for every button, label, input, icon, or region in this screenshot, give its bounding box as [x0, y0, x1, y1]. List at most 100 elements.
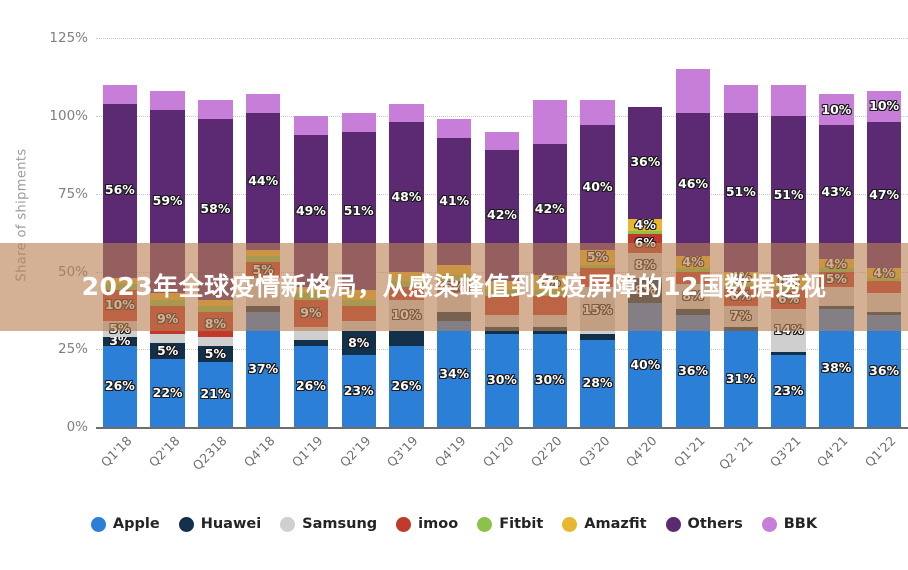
- bar-segment[interactable]: 43%: [819, 125, 854, 260]
- bar-segment[interactable]: [245, 94, 281, 113]
- legend-color-swatch: [178, 516, 194, 532]
- legend-item[interactable]: BBK: [761, 516, 817, 532]
- x-tick-label: Q4'18: [240, 433, 278, 470]
- bar-segment[interactable]: [771, 352, 806, 356]
- bar-segment[interactable]: 36%: [628, 106, 663, 219]
- bar-segment[interactable]: 46%: [675, 112, 711, 256]
- x-tick-label: Q3'19: [384, 433, 422, 470]
- bar-segment[interactable]: [675, 69, 711, 113]
- bar-segment-label: 36%: [630, 154, 661, 170]
- x-tick-label: Q1'21: [670, 433, 708, 470]
- caption-overlay-text: 2023年全球疫情新格局，从感染峰值到免疫屏障的12国数据透视: [81, 272, 827, 301]
- bar-segment[interactable]: [580, 100, 615, 126]
- bar-segment-label: 48%: [391, 188, 422, 204]
- bar-segment[interactable]: 36%: [866, 315, 902, 427]
- bar-segment[interactable]: 30%: [532, 333, 567, 427]
- bar-segment-label: 31%: [725, 370, 756, 386]
- y-axis-ticks: 0%25%50%75%100%125%: [0, 0, 88, 435]
- bar-segment-label: 21%: [200, 386, 231, 402]
- bar-segment[interactable]: 22%: [150, 358, 185, 427]
- bar-segment[interactable]: [341, 112, 376, 132]
- bar-segment[interactable]: [389, 330, 424, 347]
- legend-color-swatch: [477, 516, 493, 532]
- legend-item[interactable]: imoo: [396, 516, 458, 532]
- legend-item[interactable]: Others: [665, 516, 743, 532]
- bar-segment[interactable]: 31%: [723, 330, 758, 427]
- bar-segment[interactable]: [102, 84, 138, 104]
- bar-segment[interactable]: 40%: [580, 125, 615, 250]
- bar-segment-label: 23%: [773, 382, 804, 398]
- bar-segment[interactable]: 30%: [484, 333, 520, 427]
- legend-label: Fitbit: [499, 516, 544, 532]
- bar-segment[interactable]: [293, 339, 329, 347]
- y-tick-label: 100%: [49, 108, 88, 124]
- x-tick-label: Q1'18: [97, 433, 135, 470]
- bar-segment[interactable]: 26%: [293, 346, 329, 427]
- legend-item[interactable]: Fitbit: [477, 516, 543, 532]
- legend-item[interactable]: Huawei: [178, 516, 261, 532]
- legend-item[interactable]: Samsung: [280, 516, 377, 532]
- legend-label: imoo: [418, 516, 459, 532]
- bar-segment[interactable]: 3%: [102, 333, 138, 349]
- bar-segment[interactable]: [437, 119, 472, 138]
- bar-segment-label: 37%: [248, 361, 279, 377]
- bar-segment-label: 49%: [295, 202, 326, 218]
- bar-segment[interactable]: [198, 100, 233, 120]
- bar-segment-label: 40%: [582, 179, 613, 195]
- bar-segment[interactable]: 26%: [389, 346, 424, 427]
- bar-segment[interactable]: [293, 116, 329, 135]
- bar-segment[interactable]: [198, 336, 233, 347]
- bar-segment-label: 30%: [534, 372, 565, 388]
- bar-segment[interactable]: 23%: [341, 355, 376, 427]
- bar-segment[interactable]: [532, 100, 567, 145]
- bar-segment-label: 10%: [869, 98, 900, 114]
- legend-color-swatch: [562, 516, 578, 532]
- chart-legend: Apple Huawei Samsung imoo Fitbit Amazfit Other…: [0, 516, 908, 532]
- legend-item[interactable]: Amazfit: [562, 516, 647, 532]
- bar-segment[interactable]: [484, 131, 520, 151]
- bar-segment[interactable]: 23%: [771, 355, 806, 427]
- x-tick-label: Q2'20: [527, 433, 565, 470]
- y-tick-label: 0%: [66, 419, 88, 435]
- bar-segment-label: 23%: [343, 382, 374, 398]
- bar-segment-label: 26%: [391, 378, 422, 394]
- x-tick-label: Q3'21: [766, 433, 804, 470]
- bar-segment-label: 51%: [725, 183, 756, 199]
- legend-item[interactable]: Apple: [90, 516, 160, 532]
- bar-segment[interactable]: 44%: [245, 112, 281, 250]
- legend-color-swatch: [665, 516, 681, 532]
- legend-color-swatch: [761, 516, 777, 532]
- bar-segment[interactable]: 36%: [675, 315, 711, 427]
- x-tick-label: Q2 '21: [715, 433, 756, 473]
- bar-segment[interactable]: [580, 333, 615, 340]
- bar-segment[interactable]: 10%: [866, 91, 902, 123]
- bar-segment[interactable]: 10%: [819, 94, 854, 126]
- legend-color-swatch: [90, 516, 106, 532]
- bar-segment[interactable]: [771, 84, 806, 117]
- bar-segment[interactable]: 28%: [580, 339, 615, 427]
- legend-color-swatch: [396, 516, 412, 532]
- bar-segment-label: 42%: [534, 201, 565, 217]
- bar-segment[interactable]: [150, 91, 185, 110]
- bar-segment[interactable]: 26%: [102, 346, 138, 427]
- bar-segment[interactable]: [389, 103, 424, 123]
- bar-segment[interactable]: [723, 84, 758, 113]
- bar-segment[interactable]: 8%: [341, 330, 376, 356]
- bar-segment[interactable]: 5%: [150, 343, 185, 359]
- bar-segment-label: 40%: [630, 356, 661, 372]
- bar-segment[interactable]: 34%: [437, 321, 472, 427]
- bar-segment[interactable]: 21%: [198, 361, 233, 427]
- bar-segment-label: 58%: [200, 201, 231, 217]
- bar-segment-label: 3%: [109, 333, 131, 349]
- bar-segment[interactable]: 5%: [198, 346, 233, 362]
- bar-segment-label: 30%: [487, 372, 517, 388]
- caption-overlay-band: [0, 243, 908, 331]
- legend-label: Amazfit: [584, 516, 647, 532]
- bar-segment[interactable]: 4%: [628, 218, 663, 232]
- bar-segment-label: 34%: [439, 365, 470, 381]
- bar-segment-label: 51%: [343, 202, 374, 218]
- x-tick-label: Q4'19: [431, 433, 469, 470]
- bar-segment[interactable]: [628, 231, 663, 235]
- bar-segment[interactable]: [150, 333, 185, 344]
